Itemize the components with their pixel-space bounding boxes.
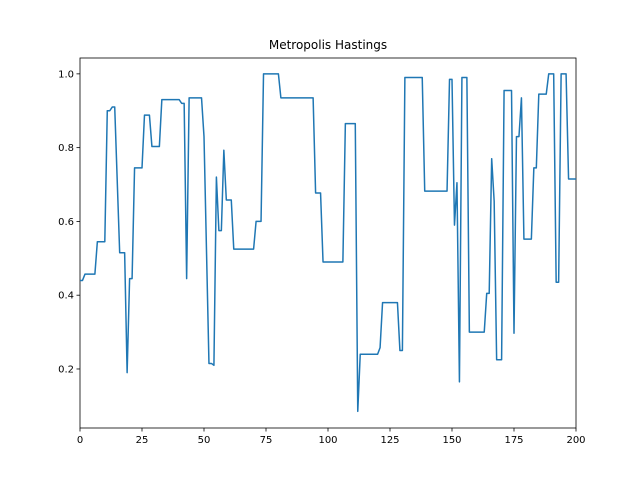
chart-title: Metropolis Hastings	[269, 38, 387, 52]
axes-frame	[79, 57, 577, 429]
y-tick-label: 0.8	[58, 143, 74, 154]
x-tick-label: 200	[566, 435, 585, 446]
x-tick-label: 75	[260, 435, 273, 446]
x-tick-label: 125	[380, 435, 399, 446]
x-tick-label: 175	[504, 435, 523, 446]
x-tick-label: 150	[442, 435, 461, 446]
y-tick-label: 0.2	[58, 364, 74, 375]
line-series	[80, 73, 576, 413]
x-tick-label: 50	[198, 435, 211, 446]
y-tick-label: 0.6	[58, 217, 74, 228]
x-tick-label: 25	[136, 435, 149, 446]
y-tick-label: 1.0	[58, 69, 74, 80]
x-tick-label: 0	[77, 435, 83, 446]
x-tick-label: 100	[318, 435, 337, 446]
y-tick-label: 0.4	[58, 291, 74, 302]
